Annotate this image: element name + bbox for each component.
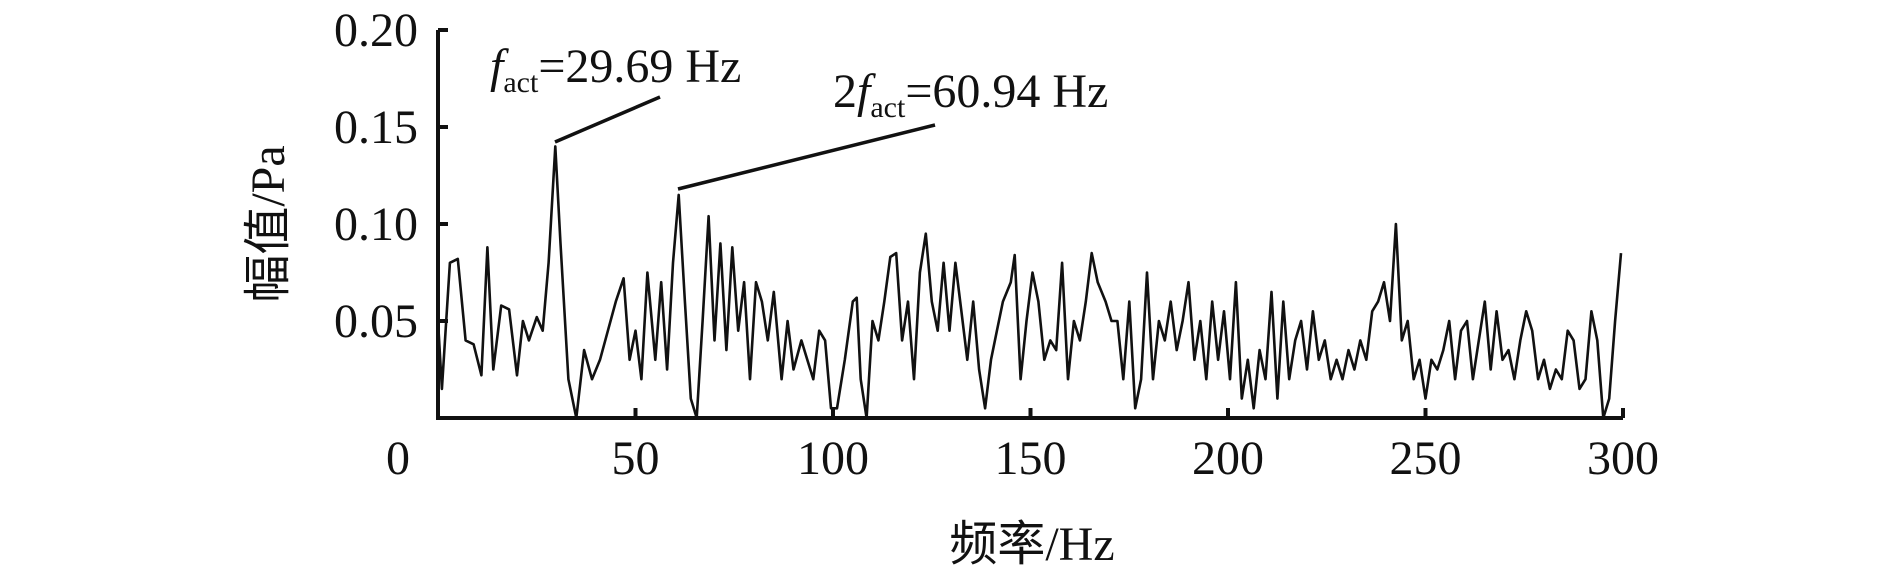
x-tick-label: 0 [386,432,410,485]
y-tick-label: 0.10 [334,198,418,251]
y-tick-label: 0.15 [334,101,418,154]
annotation-subscript: act [503,66,539,99]
x-tick-label: 150 [995,432,1067,485]
x-tick-label: 300 [1587,432,1659,485]
y-axis-label: 幅值/Pa [242,145,295,302]
annotation-leader [554,95,661,144]
x-tick-label: 250 [1390,432,1462,485]
annotation-subscript: act [870,91,906,124]
annotation-text: =29.69 Hz [538,40,741,93]
y-tick-label: 0.20 [334,4,418,57]
x-tick-label: 200 [1192,432,1264,485]
annotation: 2fact=60.94 Hz [833,65,1108,124]
annotation-text: =60.94 Hz [905,65,1108,118]
x-tick-label: 50 [612,432,660,485]
x-tick-label: 100 [797,432,869,485]
annotation-prefix: 2 [833,65,857,118]
annotation: fact=29.69 Hz [490,40,741,99]
spectrum-line [436,145,1623,420]
annotation-leader [677,123,936,191]
x-axis-label: 频率/Hz [949,518,1114,571]
y-tick-label: 0.05 [334,295,418,348]
